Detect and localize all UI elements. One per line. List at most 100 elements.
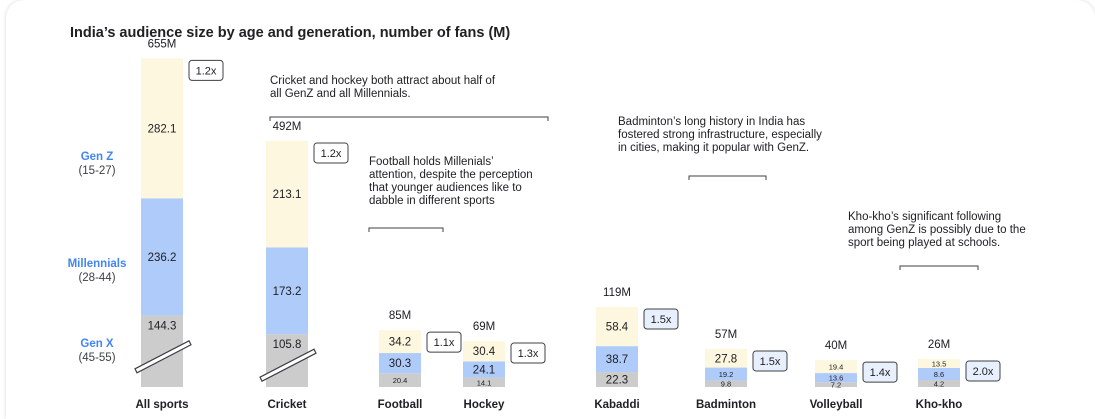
label-kho-kho-genz: 13.5 [932,359,947,368]
legend-millennials-name: Millennials [68,258,127,270]
legend-millennials-ages: (28-44) [78,272,115,284]
annotation-2: Football holds Millenials’attention, des… [368,156,533,232]
label-kabaddi-genx: 22.3 [606,375,628,387]
legend-genz-ages: (15-27) [78,165,115,177]
category-label-badminton: Badminton [696,399,756,411]
bar-volleyball-genz [815,360,857,374]
label-hockey-genz: 30.4 [473,346,496,358]
legend-genx-name: Gen X [80,338,114,350]
chart-card [6,0,1095,419]
total-hockey: 69M [473,321,495,333]
bar-cricket-genz [266,140,308,248]
multiplier-all-sports: 1.2x [188,59,224,81]
bar-badminton-genx [705,380,747,387]
label-badminton-millennials: 19.2 [719,370,734,379]
legend-genx-ages: (45-55) [78,352,115,364]
label-hockey-millennials: 24.1 [473,364,495,376]
total-kho-kho: 26M [928,339,950,351]
bar-kho-kho-millennials [918,368,960,380]
label-hockey-genx: 14.1 [477,378,492,387]
category-label-cricket: Cricket [268,399,307,411]
annotation-3-bracket [688,175,767,180]
label-football-genz: 34.2 [389,337,411,349]
total-volleyball: 40M [825,340,847,352]
label-volleyball-genz: 19.4 [829,363,844,372]
multiplier-kabaddi: 1.5x [643,308,679,330]
bar-football-genz [379,330,421,354]
axis-break-all-sports [134,339,192,374]
multiplier-text-kabaddi: 1.5x [651,314,672,326]
category-label-kabaddi: Kabaddi [594,399,639,411]
multiplier-text-volleyball: 1.4x [870,367,891,379]
annotation-1-bracket [269,116,549,121]
chart-title: India’s audience size by age and generat… [70,25,510,41]
total-badminton: 57M [715,329,737,341]
label-cricket-genz: 213.1 [273,189,302,201]
label-kho-kho-genx: 4.2 [934,380,944,389]
bar-hockey-millennials [463,361,505,378]
multiplier-text-kho-kho: 2.0x [973,366,994,378]
label-badminton-genz: 27.8 [715,353,737,365]
category-label-kho-kho: Kho-kho [916,399,963,411]
annotation-1-line-1: Cricket and hockey both attract about ha… [270,75,496,87]
multiplier-text-football: 1.1x [434,337,455,349]
bar-cricket-millennials [266,247,308,335]
legend-genz-name: Gen Z [81,151,114,163]
label-volleyball-millennials: 13.6 [829,374,844,383]
bar-volleyball-genx [815,382,857,387]
bar-kho-kho-genz [918,358,960,368]
category-label-all-sports: All sports [135,399,188,411]
label-all-sports-genx: 144.3 [148,320,177,332]
bar-kabaddi-millennials [596,346,638,373]
annotation-4-line-3: sport being played at schools. [848,237,1000,249]
annotation-3-line-2: fostered strong infrastructure, especial… [618,129,822,141]
multiplier-football: 1.1x [426,331,462,353]
label-kabaddi-genz: 58.4 [606,322,629,334]
annotation-2-line-1: Football holds Millenials’ [369,156,494,168]
multiplier-text-cricket: 1.2x [321,148,342,160]
label-cricket-genx: 105.8 [273,339,302,351]
bar-hockey-genz [463,341,505,362]
total-all-sports: 655M [148,38,177,50]
multiplier-text-badminton: 1.5x [760,356,781,368]
annotation-3-line-1: Badminton’s long history in India has [618,116,805,128]
bar-all-sports-millennials [141,198,183,316]
bar-football-genx [379,373,421,387]
bar-hockey-genx [463,377,505,387]
multiplier-badminton: 1.5x [752,350,788,372]
axis-break-cricket [259,348,317,383]
bar-kabaddi-genz [596,307,638,347]
total-football: 85M [389,310,411,322]
bar-all-sports-genz [141,58,183,199]
label-football-genx: 20.4 [393,376,408,385]
multiplier-volleyball: 1.4x [862,361,898,383]
multiplier-cricket: 1.2x [313,142,349,164]
label-kabaddi-millennials: 38.7 [606,354,628,366]
bar-kabaddi-genx [596,372,638,387]
label-volleyball-genx: 7.2 [831,381,841,390]
annotation-3-line-3: in cities, making it popular with GenZ. [618,142,809,154]
category-label-volleyball: Volleyball [810,399,863,411]
annotation-1-line-2: all GenZ and all Millennials. [270,88,411,100]
category-label-football: Football [378,399,423,411]
annotation-2-line-2: attention, despite the perception [369,169,533,181]
annotation-2-bracket [368,227,444,232]
multiplier-text-all-sports: 1.2x [196,65,217,77]
annotation-1: Cricket and hockey both attract about ha… [269,75,549,121]
multiplier-hockey: 1.3x [510,342,546,364]
label-kho-kho-millennials: 8.6 [934,370,944,379]
annotation-4-bracket [899,265,979,270]
bar-football-millennials [379,353,421,374]
annotation-3: Badminton’s long history in India hasfos… [618,116,822,180]
bar-badminton-millennials [705,367,747,381]
bar-volleyball-millennials [815,373,857,383]
label-badminton-genx: 9.8 [721,380,731,389]
multiplier-text-hockey: 1.3x [518,348,539,360]
bar-badminton-genz [705,348,747,368]
multiplier-kho-kho: 2.0x [965,360,1001,382]
total-kabaddi: 119M [603,287,631,299]
label-football-millennials: 30.3 [389,358,411,370]
label-cricket-millennials: 173.2 [273,286,302,298]
annotation-4-line-2: among GenZ is possibly due to the [848,224,1026,236]
